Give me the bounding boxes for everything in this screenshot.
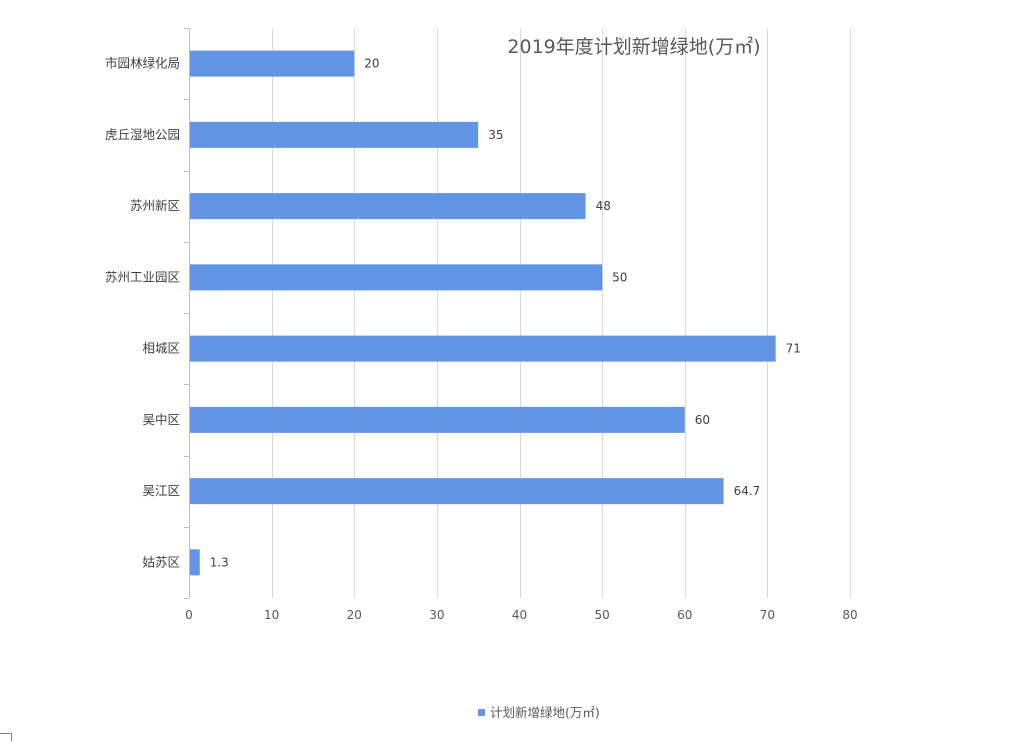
- data-label: 71: [786, 342, 801, 356]
- data-label: 20: [364, 57, 379, 71]
- data-label: 1.3: [210, 555, 229, 569]
- bar: [190, 335, 776, 362]
- bars: [190, 50, 776, 576]
- category-label: 虎丘湿地公园: [105, 127, 180, 142]
- category-label: 吴江区: [142, 483, 180, 498]
- data-label: 64.7: [734, 484, 761, 498]
- tick-label: 50: [594, 608, 609, 622]
- legend-swatch: [478, 709, 485, 716]
- data-label: 48: [596, 199, 611, 213]
- gridlines: [272, 28, 851, 598]
- tick-label: 40: [512, 608, 527, 622]
- tick-label: 70: [760, 608, 775, 622]
- category-label: 吴中区: [142, 412, 180, 427]
- category-label: 相城区: [142, 341, 180, 356]
- chart-title: 2019年度计划新增绿地(万㎡): [507, 35, 760, 58]
- bar: [190, 406, 685, 433]
- tick-label: 10: [264, 608, 279, 622]
- data-label: 60: [695, 413, 710, 427]
- bar: [190, 193, 586, 220]
- category-label: 苏州新区: [130, 198, 180, 213]
- corner-mark: [0, 733, 12, 741]
- legend: 计划新增绿地(万㎡): [478, 705, 600, 720]
- value-axis-tick-labels: 0 10 20 30 40 50 60 70 80: [185, 608, 857, 622]
- tick-label: 0: [185, 608, 193, 622]
- category-axis: [184, 28, 190, 599]
- tick-label: 20: [347, 608, 362, 622]
- data-label: 35: [488, 128, 503, 142]
- bar: [190, 264, 603, 291]
- bar: [190, 549, 200, 576]
- data-labels: 20 35 48 50 71 60 64.7 1.3: [210, 57, 801, 570]
- legend-label: 计划新增绿地(万㎡): [490, 705, 600, 720]
- category-label: 苏州工业园区: [105, 269, 180, 284]
- data-label: 50: [612, 270, 627, 284]
- bar: [190, 478, 724, 505]
- bar: [190, 50, 355, 77]
- tick-label: 80: [842, 608, 857, 622]
- bar: [190, 121, 479, 148]
- category-label: 姑苏区: [142, 554, 180, 569]
- tick-label: 30: [429, 608, 444, 622]
- tick-label: 60: [677, 608, 692, 622]
- category-label: 市园林绿化局: [105, 56, 180, 71]
